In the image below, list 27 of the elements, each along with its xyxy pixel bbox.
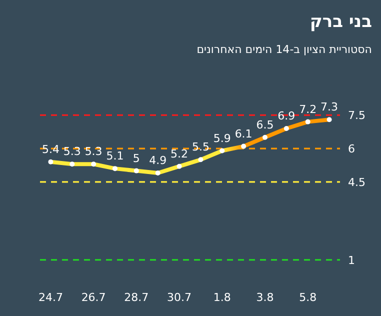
data-label: 6.9	[278, 109, 296, 122]
ref-line: 1	[40, 254, 355, 267]
ref-line-label: 6	[348, 142, 355, 156]
chart-title: בני ברק	[310, 12, 372, 32]
data-label: 6.1	[234, 127, 252, 140]
data-label: 5.5	[192, 140, 210, 154]
data-label: 4.9	[149, 154, 167, 168]
chart-subtitle: הסטוריית הציון ב-14 הימים האחרונים	[196, 43, 372, 56]
x-tick-label: 1.8	[213, 291, 231, 304]
x-tick-label: 26.7	[81, 291, 106, 304]
data-label: 5.1	[106, 150, 124, 163]
data-label: 5.9	[213, 132, 231, 145]
data-label: 5.2	[170, 147, 188, 160]
ref-line: 4.5	[40, 176, 366, 189]
ref-line-label: 4.5	[348, 176, 366, 189]
data-label: 7.2	[299, 102, 317, 116]
x-tick-label: 30.7	[167, 291, 192, 304]
x-tick-label: 24.7	[38, 291, 63, 304]
ref-line-label: 1	[348, 254, 355, 267]
data-label: 5.4	[42, 142, 60, 156]
x-tick-label: 5.8	[299, 291, 317, 304]
data-label: 6.5	[256, 118, 274, 132]
data-label: 7.3	[320, 100, 338, 114]
x-tick-label: 28.7	[124, 291, 149, 304]
ref-line-label: 7.5	[348, 109, 366, 122]
x-tick-label: 3.8	[256, 291, 274, 304]
data-label: 5	[132, 152, 140, 165]
